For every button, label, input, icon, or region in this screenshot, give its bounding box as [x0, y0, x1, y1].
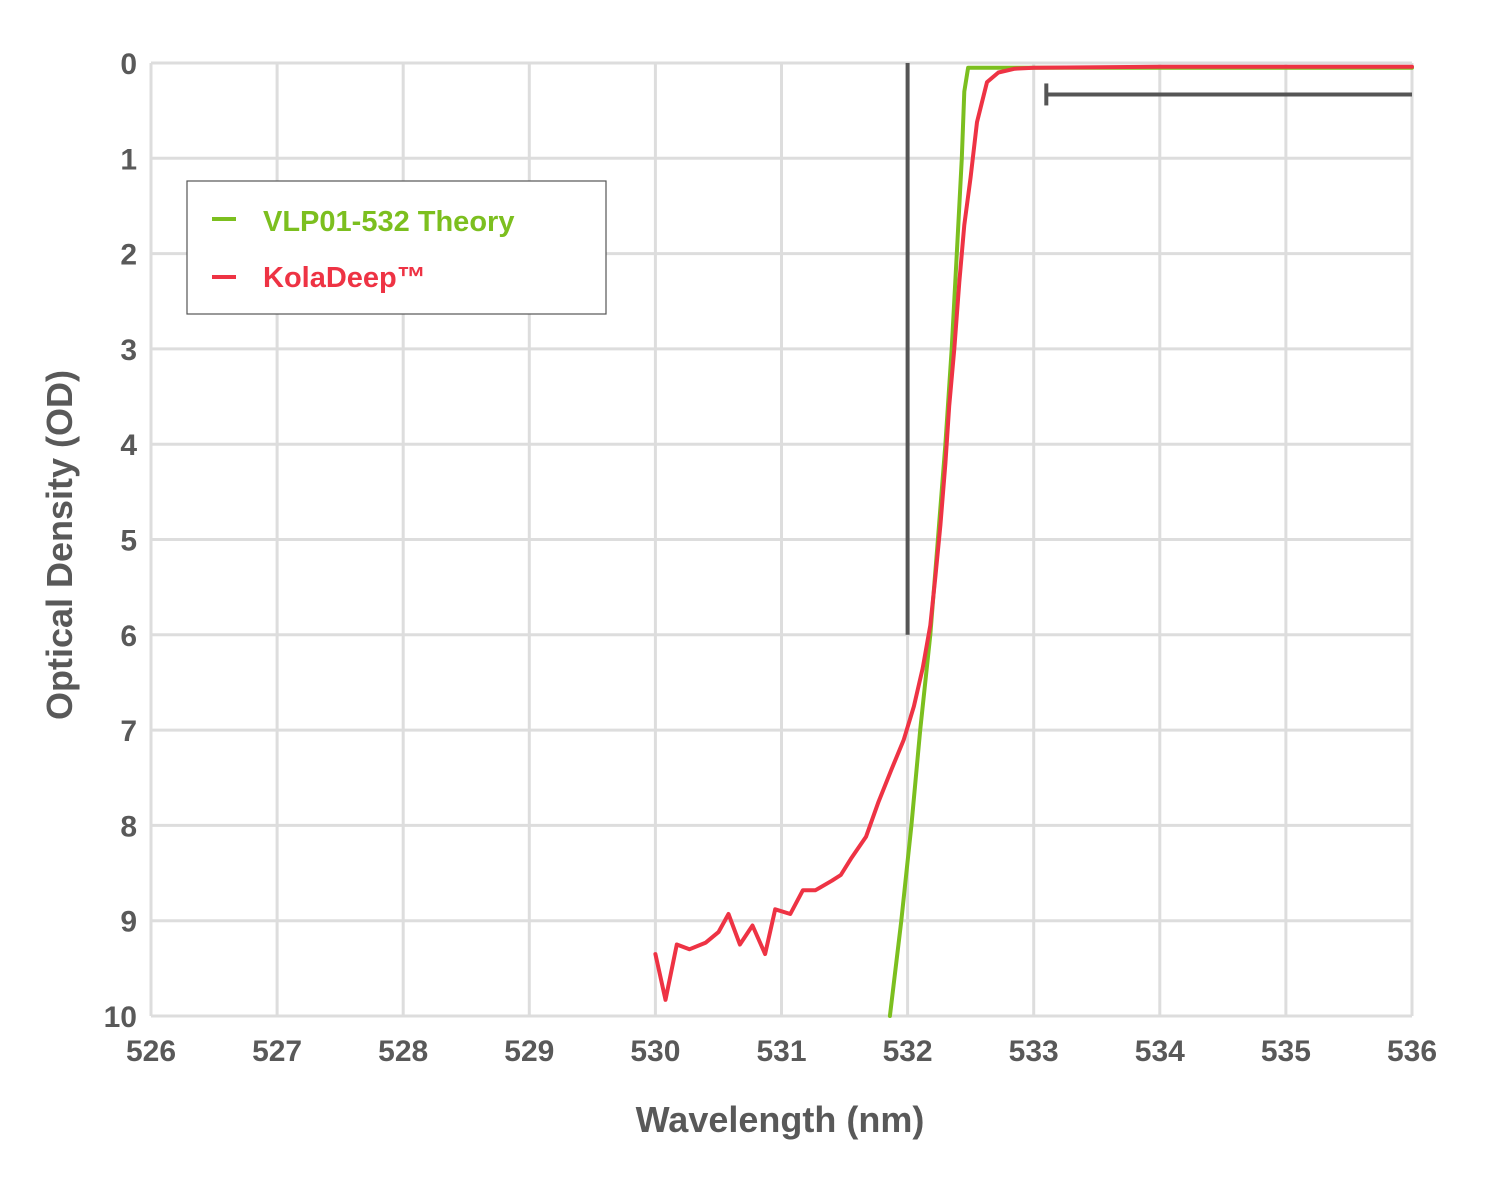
x-tick-label: 527	[252, 1035, 302, 1068]
x-axis-ticks: 526 527 528 529 530 531 532 533 534 535 536	[126, 1035, 1437, 1068]
x-tick-label: 526	[126, 1035, 176, 1068]
x-tick-label: 529	[504, 1035, 554, 1068]
series-line-koladeep	[653, 64, 1414, 1002]
y-tick-label: 10	[104, 1001, 137, 1034]
annotations	[905, 63, 1412, 635]
legend: VLP01-532 Theory KolaDeep™	[186, 180, 607, 315]
grid	[149, 61, 1414, 1018]
y-tick-label: 5	[120, 525, 137, 558]
x-tick-label: 536	[1387, 1035, 1437, 1068]
x-tick-label: 533	[1009, 1035, 1059, 1068]
x-tick-label: 530	[630, 1035, 680, 1068]
y-tick-label: 2	[120, 239, 137, 272]
x-tick-label: 532	[883, 1035, 933, 1068]
y-tick-label: 7	[120, 715, 137, 748]
y-tick-label: 0	[120, 48, 137, 81]
y-tick-label: 1	[120, 143, 137, 176]
y-tick-label: 9	[120, 906, 137, 939]
y-tick-label: 8	[120, 810, 137, 843]
y-axis-ticks: 0 1 2 3 4 5 6 7 8 9 10	[104, 48, 138, 1034]
y-axis-title: Optical Density (OD)	[39, 370, 80, 720]
legend-label-koladeep: KolaDeep™	[263, 262, 426, 294]
series-lines	[653, 64, 1414, 1018]
legend-label-theory: VLP01-532 Theory	[263, 206, 514, 238]
x-tick-label: 535	[1261, 1035, 1311, 1068]
y-tick-label: 3	[120, 334, 137, 367]
x-tick-label: 531	[756, 1035, 806, 1068]
x-tick-label: 528	[378, 1035, 428, 1068]
x-tick-label: 534	[1135, 1035, 1185, 1068]
y-tick-label: 4	[120, 429, 137, 462]
x-axis-title: Wavelength (nm)	[636, 1099, 925, 1140]
legend-box	[186, 180, 607, 315]
y-tick-label: 6	[120, 620, 137, 653]
